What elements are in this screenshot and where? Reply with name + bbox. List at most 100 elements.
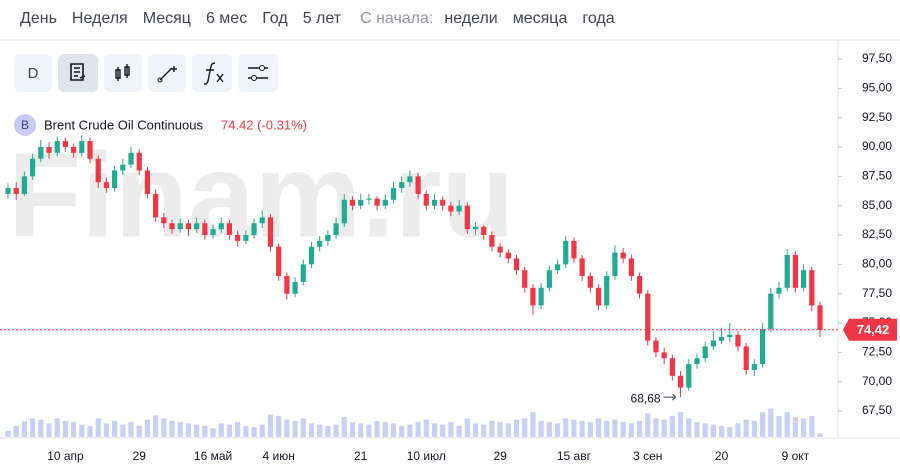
candle-body [128, 152, 134, 165]
button[interactable] [104, 54, 142, 92]
candle-body [120, 164, 126, 171]
volume-bar [374, 420, 380, 437]
volume-bar [472, 423, 479, 437]
volume-bar [612, 419, 618, 437]
candle-body [784, 254, 790, 288]
candle-body [809, 270, 815, 306]
volume-bar [382, 422, 388, 437]
volume-bar [661, 419, 667, 437]
nav-item[interactable]: месяца [513, 10, 568, 27]
candle-body [661, 352, 667, 359]
candle-body [513, 258, 520, 271]
candle-body [645, 293, 651, 341]
volume-bar [210, 428, 216, 437]
candle-body [292, 281, 298, 294]
nav-item[interactable]: недели [444, 10, 497, 27]
candle-body [481, 226, 487, 235]
y-tick-label: 90,00 [862, 139, 892, 153]
volume-bar [136, 425, 142, 437]
candle-body [530, 287, 536, 306]
nav-item[interactable]: 6 мес [206, 10, 247, 27]
volume-bar [702, 423, 708, 437]
nav-item: С начала: [360, 10, 433, 27]
volume-bar [325, 425, 331, 437]
button[interactable] [14, 54, 52, 92]
candle-body [686, 364, 692, 388]
candle-body [628, 258, 634, 277]
candle-body [595, 287, 602, 306]
candle-body [226, 223, 233, 235]
candle-body [349, 199, 356, 206]
volume-bar [776, 415, 782, 437]
volume-bar [489, 420, 495, 437]
button[interactable] [58, 54, 98, 92]
nav-item[interactable]: Месяц [143, 10, 191, 27]
candle-body [284, 276, 290, 294]
candle-body [251, 223, 257, 235]
candle-body [669, 358, 675, 376]
volume-bar [276, 415, 282, 437]
volume-bar [792, 417, 798, 437]
candle-body [792, 254, 798, 288]
volume-bar [349, 422, 356, 437]
nav-item[interactable]: 5 лет [303, 10, 342, 27]
candle-body [448, 205, 454, 212]
y-tick-label: 72,50 [862, 345, 892, 359]
button-label: D [28, 65, 39, 82]
candle-body [800, 270, 807, 288]
volume-bar [415, 422, 421, 437]
volume-bar [718, 425, 725, 437]
volume-bar [604, 420, 610, 437]
candle-body [13, 188, 19, 194]
candle-body [210, 229, 216, 235]
candle-body [677, 375, 684, 388]
nav-item[interactable]: года [582, 10, 614, 27]
candle-body [317, 240, 323, 247]
low-label: 68,68 [631, 391, 661, 405]
candle-body [136, 152, 142, 171]
candle-body [546, 270, 552, 288]
nav-item[interactable]: День [20, 10, 57, 27]
candle-body [776, 287, 782, 294]
candle-body [431, 199, 438, 206]
candle-body [743, 346, 749, 370]
volume-bar [440, 424, 446, 437]
candle-body [751, 364, 757, 370]
candle-body [366, 198, 372, 200]
volume-bar [677, 412, 684, 437]
x-tick-label: 4 июн [262, 449, 294, 463]
volume-bar [71, 422, 77, 437]
volume-bar [497, 422, 503, 437]
volume-bar [751, 420, 757, 437]
volume-bar [169, 420, 175, 437]
x-tick-label: 9 окт [782, 449, 810, 463]
x-tick-label: 20 [715, 449, 729, 463]
volume-bar [448, 422, 454, 437]
candle-body [153, 193, 159, 218]
y-tick-label: 87,50 [862, 169, 892, 183]
candle-body [243, 235, 249, 241]
volume-bar [653, 418, 659, 437]
candle-body [464, 205, 470, 230]
candle-body [554, 264, 561, 271]
volume-bar [686, 418, 692, 437]
volume-bar [79, 424, 85, 437]
button[interactable] [238, 54, 278, 92]
volume-bar [554, 423, 561, 437]
last-price-box [843, 318, 897, 341]
nav-item[interactable]: Неделя [72, 10, 128, 27]
volume-bar [563, 418, 569, 437]
button[interactable] [192, 54, 232, 92]
candle-body [169, 223, 175, 230]
nav-item[interactable]: Год [262, 10, 288, 27]
volume-bar [694, 422, 700, 437]
volume-bar [431, 423, 438, 437]
volume-bar [784, 412, 790, 437]
volume-bar [103, 423, 110, 437]
candle-body [538, 287, 544, 306]
candle-body [727, 334, 733, 338]
candle-body [571, 240, 577, 259]
volume-bar [522, 418, 528, 437]
volume-bar [571, 419, 577, 437]
candle-body [702, 346, 708, 359]
